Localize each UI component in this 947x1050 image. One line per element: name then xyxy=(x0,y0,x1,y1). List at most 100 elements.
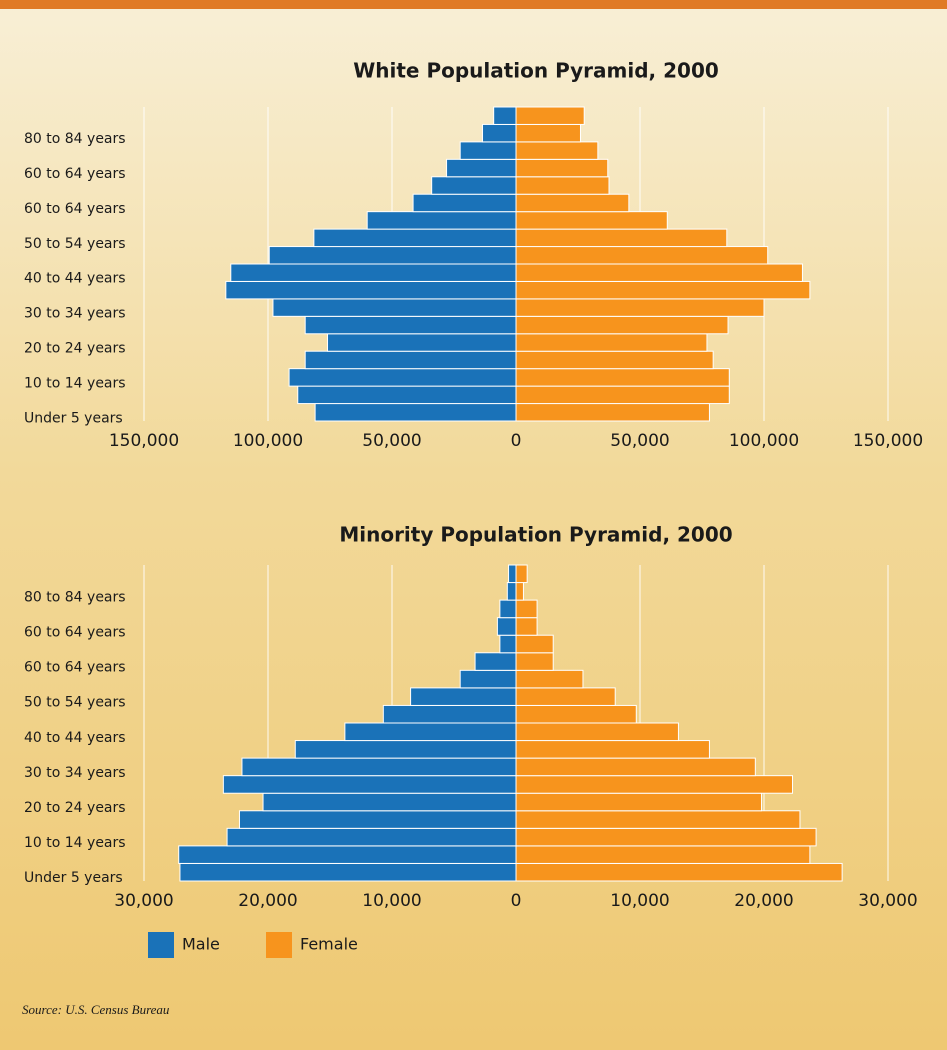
bar xyxy=(515,315,729,335)
y-tick-label: Under 5 years xyxy=(24,870,123,886)
bar xyxy=(499,599,517,619)
bar xyxy=(515,350,714,370)
bar xyxy=(515,228,728,248)
y-tick-label: 60 to 64 years xyxy=(24,201,126,217)
bar xyxy=(313,228,517,248)
x-tick-label: 20,000 xyxy=(734,891,793,911)
bar xyxy=(238,810,517,829)
bar xyxy=(230,263,517,282)
bar xyxy=(288,368,517,387)
bar xyxy=(515,652,554,671)
bar xyxy=(515,385,730,405)
bar xyxy=(474,652,517,671)
bar xyxy=(241,757,517,777)
bar xyxy=(297,385,517,405)
y-tick-label: 40 to 44 years xyxy=(24,271,126,287)
bar xyxy=(515,757,756,777)
bar xyxy=(515,158,609,178)
x-tick-label: 50,000 xyxy=(610,431,669,451)
bar xyxy=(431,176,517,195)
bar xyxy=(515,564,528,584)
bar xyxy=(515,599,538,619)
x-tick-label: 150,000 xyxy=(109,431,179,451)
chart-title: Minority Population Pyramid, 2000 xyxy=(339,523,732,547)
bar xyxy=(499,634,517,654)
bar xyxy=(496,617,517,636)
bar xyxy=(382,704,517,724)
bar xyxy=(515,792,763,812)
bar xyxy=(515,246,769,265)
x-tick-label: 100,000 xyxy=(233,431,303,451)
bar xyxy=(508,564,517,584)
bar xyxy=(222,775,517,794)
bar xyxy=(412,193,517,213)
bar xyxy=(304,350,517,370)
y-tick-label: 20 to 24 years xyxy=(24,800,126,816)
bar xyxy=(515,634,554,654)
bar xyxy=(179,862,517,882)
y-tick-label: 60 to 64 years xyxy=(24,660,126,676)
bar xyxy=(515,193,630,213)
bar xyxy=(515,141,599,160)
bar xyxy=(226,827,517,847)
bar xyxy=(515,280,811,300)
y-tick-label: 10 to 14 years xyxy=(24,375,126,391)
bar xyxy=(515,687,616,706)
bar xyxy=(515,845,811,864)
bar xyxy=(515,827,817,847)
bar xyxy=(515,669,584,689)
x-tick-label: 10,000 xyxy=(362,891,421,911)
y-tick-label: 50 to 54 years xyxy=(24,236,126,252)
bar xyxy=(459,141,517,160)
bar xyxy=(515,211,668,230)
chart-title: White Population Pyramid, 2000 xyxy=(353,59,719,83)
y-tick-label: 80 to 84 years xyxy=(24,589,126,605)
bar xyxy=(446,158,517,178)
legend-swatch xyxy=(148,932,174,958)
bar xyxy=(225,280,517,300)
y-tick-label: 30 to 34 years xyxy=(24,306,126,322)
bar xyxy=(178,845,517,864)
bar xyxy=(515,617,538,636)
bar xyxy=(515,722,679,742)
y-tick-label: Under 5 years xyxy=(24,410,123,426)
bar xyxy=(294,740,517,759)
bar xyxy=(515,298,765,317)
x-tick-label: 30,000 xyxy=(858,891,917,911)
bar xyxy=(314,403,517,422)
y-tick-label: 30 to 34 years xyxy=(24,765,126,781)
bar xyxy=(515,862,843,882)
bar xyxy=(344,722,517,742)
bar xyxy=(515,582,524,601)
source: Source: U.S. Census Bureau xyxy=(22,1002,170,1017)
bar xyxy=(515,123,581,143)
bar xyxy=(515,740,710,759)
bar xyxy=(515,704,637,724)
bar xyxy=(262,792,517,812)
bar xyxy=(268,246,517,265)
bar xyxy=(515,263,803,282)
bar xyxy=(410,687,517,706)
bar xyxy=(482,123,517,143)
y-tick-label: 60 to 64 years xyxy=(24,166,126,182)
y-tick-label: 80 to 84 years xyxy=(24,131,126,147)
bar xyxy=(459,669,517,689)
y-tick-label: 20 to 24 years xyxy=(24,341,126,357)
y-tick-label: 40 to 44 years xyxy=(24,730,126,746)
bar xyxy=(366,211,517,230)
x-tick-label: 150,000 xyxy=(853,431,923,451)
bar xyxy=(304,315,517,335)
x-tick-label: 30,000 xyxy=(114,891,173,911)
y-tick-label: 10 to 14 years xyxy=(24,835,126,851)
x-tick-label: 50,000 xyxy=(362,431,421,451)
bar xyxy=(327,333,517,352)
bar xyxy=(515,403,710,422)
legend-label: Female xyxy=(300,935,358,954)
top-band xyxy=(0,0,947,9)
x-tick-label: 10,000 xyxy=(610,891,669,911)
bar xyxy=(515,775,794,794)
y-tick-label: 60 to 64 years xyxy=(24,624,126,640)
legend-swatch xyxy=(266,932,292,958)
bar xyxy=(515,106,585,125)
